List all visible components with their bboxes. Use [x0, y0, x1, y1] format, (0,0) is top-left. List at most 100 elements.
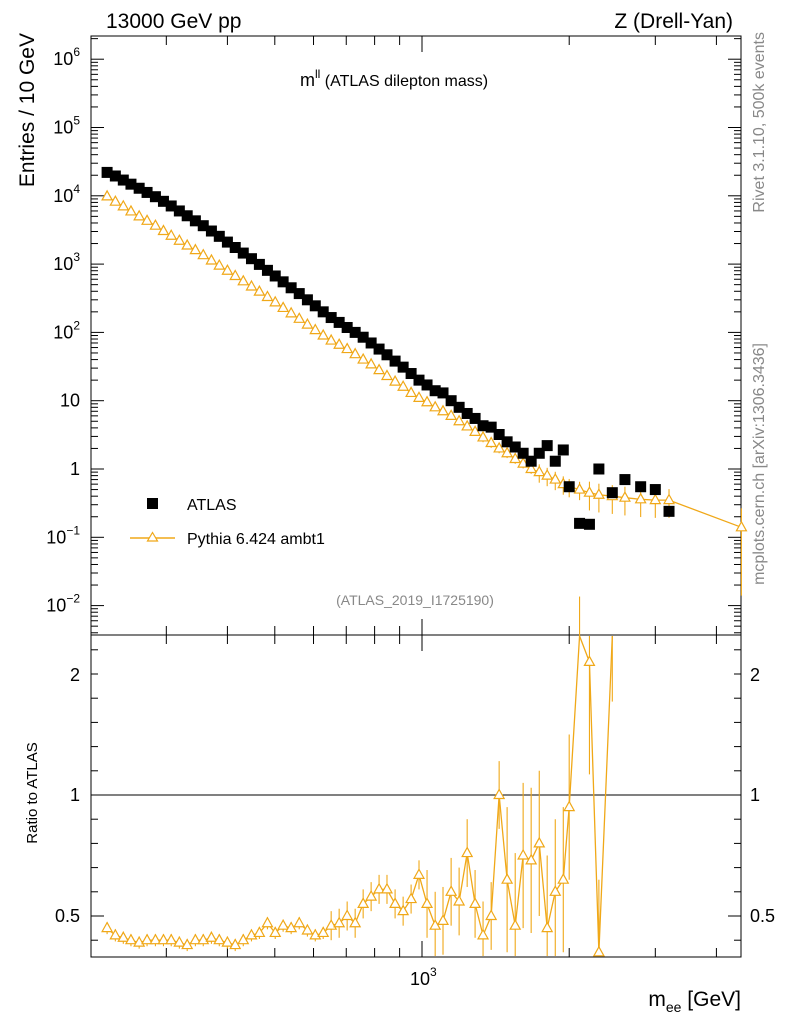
ratio-y-tick-label-right-2: 2 [750, 665, 760, 685]
atlas-point [606, 487, 618, 499]
ratio-point [493, 788, 506, 800]
plot-title-rest: (ATLAS dilepton mass) [320, 73, 488, 90]
atlas-point [437, 387, 449, 399]
mcplots-source-label: mcplots.cern.ch [arXiv:1306.3436] [751, 343, 768, 585]
ratio-point [357, 897, 370, 908]
atlas-point [197, 220, 209, 232]
y-tick-label: 10−2 [46, 592, 80, 616]
ratio-y-tick-label-0.5: 0.5 [55, 906, 80, 926]
ratio-point [397, 904, 410, 916]
pythia-point [436, 404, 450, 416]
ratio-point [445, 885, 458, 896]
atlas-point [109, 170, 121, 182]
atlas-point [477, 420, 489, 432]
pythia-point [197, 248, 210, 260]
ratio-point [301, 923, 314, 935]
pythia-point [517, 456, 530, 468]
atlas-point [421, 379, 433, 391]
ratio-point [421, 897, 434, 908]
ratio-point [541, 921, 554, 933]
ratio-y-tick-label-2: 2 [70, 665, 80, 685]
main-plot-area [101, 166, 748, 596]
y-tick-label-base: 10 [60, 391, 80, 411]
ratio-point [261, 916, 274, 928]
atlas-point [549, 455, 561, 467]
y-tick-label: 10−1 [46, 523, 80, 547]
atlas-point [509, 441, 521, 453]
ratio-point [557, 872, 570, 884]
atlas-point [583, 518, 595, 530]
ratio-point [525, 853, 538, 865]
pythia-point [133, 209, 146, 221]
pythia-point [389, 374, 402, 386]
pythia-point [124, 204, 137, 216]
y-tick-label-exp: 6 [73, 45, 80, 59]
atlas-point [309, 300, 321, 312]
atlas-point [525, 455, 537, 467]
atlas-point [593, 463, 605, 475]
ratio-point [333, 916, 346, 928]
ratio-point [436, 914, 450, 925]
atlas-point [541, 440, 553, 452]
ratio-point [157, 933, 170, 945]
atlas-point [493, 428, 505, 440]
atlas-point [453, 401, 465, 413]
pythia-point [325, 333, 338, 345]
ratio-point [124, 933, 137, 945]
x-axis-label: mee [GeV] [648, 988, 741, 1015]
plot-title-sup: ll [315, 67, 320, 81]
atlas-point [341, 321, 353, 333]
ratio-point [253, 926, 266, 938]
pythia-point [109, 194, 122, 206]
pythia-point [365, 357, 378, 369]
ratio-point [477, 928, 490, 940]
atlas-point [157, 195, 169, 207]
atlas-point [333, 316, 345, 328]
y-tick-label-exp: −1 [66, 523, 80, 537]
ratio-plot-area [101, 596, 613, 957]
x-tick-label-exp: 3 [430, 965, 437, 979]
atlas-point [293, 288, 305, 300]
pythia-point [165, 229, 178, 240]
atlas-point [141, 186, 153, 198]
pythia-point [349, 347, 362, 359]
pythia-point [213, 258, 226, 270]
pythia-point [397, 380, 410, 391]
pythia-point [285, 306, 298, 318]
ratio-point [349, 916, 362, 928]
ratio-y-tick-label-right-0.5: 0.5 [750, 906, 775, 926]
atlas-point [405, 368, 417, 380]
ratio-point [517, 848, 530, 860]
atlas-point [574, 517, 586, 529]
ratio-point [117, 931, 130, 942]
ratio-point [509, 918, 522, 930]
y-tick-label-exp: 5 [73, 114, 80, 128]
x-tick-label-base: 10 [410, 969, 430, 989]
atlas-point [365, 337, 377, 349]
atlas-point [325, 312, 337, 324]
pythia-point [373, 363, 386, 375]
y-tick-label-base: 10 [53, 118, 73, 138]
y-tick-label-base: 10 [46, 596, 66, 616]
ratio-y-axis-label: Ratio to ATLAS [24, 742, 41, 843]
ratio-y-tick-label-1: 1 [70, 785, 80, 805]
ratio-point [277, 918, 290, 930]
ratio-point [485, 909, 498, 921]
legend: ATLAS Pythia 6.424 ambt1 [130, 497, 325, 548]
pythia-point [269, 295, 282, 307]
atlas-point [485, 421, 497, 433]
pythia-point [189, 243, 202, 255]
pythia-point [157, 224, 170, 236]
y-tick-label-exp: −2 [66, 592, 80, 606]
atlas-point [285, 282, 297, 294]
pythia-point [141, 214, 154, 225]
pythia-point [333, 337, 346, 349]
atlas-point [397, 361, 409, 373]
y-tick-label: 104 [53, 182, 80, 206]
y-tick-label: 102 [53, 318, 80, 342]
x-tick-label-1000: 103 [410, 965, 437, 989]
x-axis-label-main: m [648, 988, 666, 1011]
ratio-point [373, 882, 386, 894]
pythia-point [237, 274, 250, 286]
